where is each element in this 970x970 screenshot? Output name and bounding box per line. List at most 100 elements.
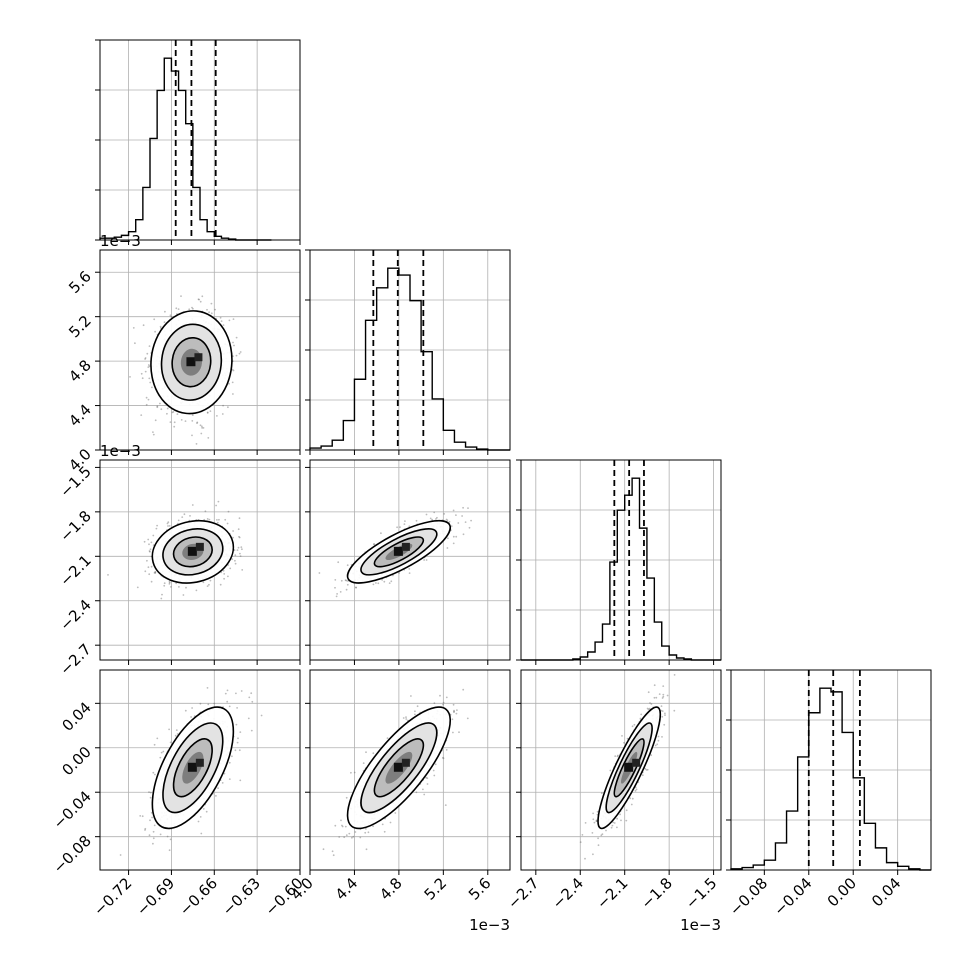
- sample-point: [144, 829, 146, 831]
- sample-point: [146, 559, 148, 562]
- sample-point: [166, 522, 169, 525]
- sample-point: [195, 589, 198, 592]
- sample-point: [355, 586, 357, 589]
- sample-point: [457, 522, 460, 524]
- sample-point: [234, 562, 237, 565]
- sample-point: [596, 810, 599, 813]
- sample-point: [404, 520, 406, 522]
- sample-point: [433, 702, 436, 705]
- sample-point: [143, 540, 146, 543]
- sample-point: [171, 411, 174, 414]
- sample-point: [154, 419, 157, 422]
- sample-point: [346, 583, 349, 586]
- sample-point: [237, 737, 239, 740]
- sample-point: [170, 586, 172, 588]
- sample-point: [462, 688, 465, 691]
- sample-point: [154, 773, 156, 776]
- sample-point: [446, 519, 449, 522]
- sample-point: [455, 712, 458, 715]
- sample-point: [163, 584, 166, 587]
- sample-point: [219, 583, 222, 586]
- panel-border: [99, 39, 301, 241]
- sample-point: [163, 321, 166, 324]
- sample-point: [445, 696, 448, 699]
- sample-point: [647, 708, 650, 711]
- sample-point: [451, 718, 454, 721]
- sample-point: [160, 408, 163, 411]
- sample-point: [216, 519, 218, 521]
- sample-point: [664, 712, 666, 715]
- sample-point: [239, 779, 242, 782]
- sample-point: [140, 414, 143, 416]
- sample-point: [144, 827, 147, 830]
- sample-point: [236, 707, 239, 709]
- panel-content: [119, 687, 263, 856]
- sample-point: [152, 534, 155, 537]
- sample-point: [226, 700, 229, 703]
- sample-point: [180, 295, 182, 297]
- sample-point: [210, 312, 213, 315]
- sample-point: [148, 543, 150, 546]
- sample-point: [641, 774, 644, 777]
- sample-point: [221, 413, 224, 415]
- sample-point: [207, 437, 210, 439]
- sample-point: [414, 710, 416, 713]
- sample-point: [214, 308, 217, 311]
- sample-point: [452, 509, 455, 512]
- sample-point: [206, 412, 209, 414]
- sample-point: [226, 522, 229, 525]
- sample-point: [351, 836, 353, 839]
- sample-point: [156, 737, 159, 740]
- sample-point: [189, 515, 191, 517]
- sample-point: [367, 831, 370, 834]
- sample-point: [238, 749, 241, 752]
- sample-point: [150, 580, 153, 583]
- sample-point: [399, 526, 401, 528]
- sample-point: [222, 404, 225, 407]
- sample-point: [340, 579, 343, 582]
- sample-point: [166, 407, 169, 410]
- sample-point: [216, 521, 219, 524]
- sample-point: [365, 848, 368, 851]
- sample-point: [201, 427, 204, 429]
- sample-point: [452, 535, 455, 538]
- sample-point: [222, 569, 225, 572]
- sample-point: [148, 365, 151, 368]
- sample-point: [235, 692, 237, 695]
- sample-point: [448, 520, 451, 523]
- panel-border: [520, 459, 722, 661]
- sample-point: [426, 777, 429, 780]
- sample-point: [228, 778, 231, 780]
- sample-point: [175, 307, 178, 310]
- sample-point: [631, 725, 634, 728]
- sample-point: [238, 536, 241, 539]
- sample-point: [662, 685, 665, 687]
- sample-point: [217, 787, 220, 789]
- sample-point: [197, 298, 200, 301]
- panel-2-0: [99, 459, 301, 661]
- density-peak: [195, 542, 204, 551]
- sample-point: [148, 377, 151, 380]
- sample-point: [625, 819, 628, 822]
- sample-point: [377, 582, 380, 585]
- sample-point: [232, 530, 235, 532]
- panel-border: [309, 669, 511, 871]
- sample-point: [240, 546, 243, 548]
- sample-point: [620, 819, 622, 822]
- panel-content: [318, 506, 472, 598]
- sample-point: [199, 702, 202, 705]
- sample-point: [322, 848, 325, 851]
- panel-3-3: [726, 669, 932, 871]
- sample-point: [223, 577, 226, 580]
- sample-point: [201, 295, 204, 298]
- sample-point: [334, 586, 336, 589]
- panel-border: [309, 459, 511, 661]
- sample-point: [617, 754, 619, 757]
- sample-point: [145, 403, 148, 406]
- sample-point: [205, 810, 208, 813]
- sample-point: [153, 743, 156, 746]
- sample-point: [388, 582, 391, 584]
- sample-point: [609, 769, 612, 772]
- sample-point: [144, 357, 147, 359]
- sample-point: [434, 763, 437, 766]
